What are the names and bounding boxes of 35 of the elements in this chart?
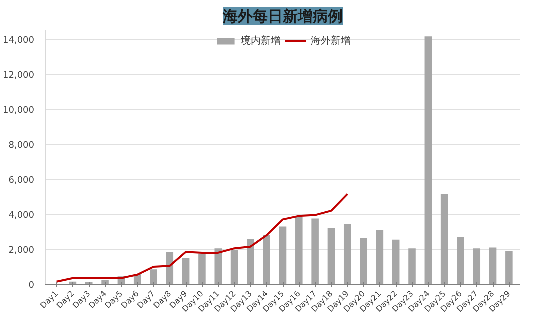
- bar: [247, 238, 254, 284]
- bar: [473, 248, 481, 284]
- y-tick-label: 6,000: [8, 176, 35, 186]
- chart-title: 海外每日新增病例: [222, 8, 343, 26]
- y-tick-label: 4,000: [8, 210, 35, 221]
- bar: [263, 235, 270, 284]
- bar: [408, 248, 416, 284]
- legend-label: 境内新增: [241, 34, 281, 48]
- bar: [150, 270, 158, 284]
- bar: [230, 250, 238, 284]
- bar: [424, 36, 432, 284]
- bar: [328, 228, 336, 284]
- bar: [312, 218, 319, 284]
- bar: [296, 217, 303, 284]
- legend-label: 海外新增: [311, 34, 351, 48]
- bar: [457, 237, 464, 284]
- y-tick-label: 14,000: [3, 36, 35, 46]
- y-tick-label: 2,000: [8, 246, 35, 256]
- bar: [102, 280, 109, 284]
- bar: [214, 248, 222, 284]
- y-tick-label: 10,000: [3, 106, 35, 116]
- bar: [182, 258, 190, 284]
- bar: [344, 224, 352, 284]
- bar: [506, 251, 513, 284]
- bar: [489, 248, 497, 284]
- bar: [360, 238, 368, 284]
- bar: [440, 194, 448, 284]
- bar: [198, 254, 206, 284]
- bar: [279, 226, 287, 284]
- y-tick-label: 8,000: [8, 140, 35, 151]
- bar: [392, 240, 400, 284]
- y-tick-label: 12,000: [3, 70, 35, 81]
- line-series: [56, 193, 349, 283]
- y-tick-label: 0: [28, 281, 35, 291]
- bar: [376, 230, 384, 284]
